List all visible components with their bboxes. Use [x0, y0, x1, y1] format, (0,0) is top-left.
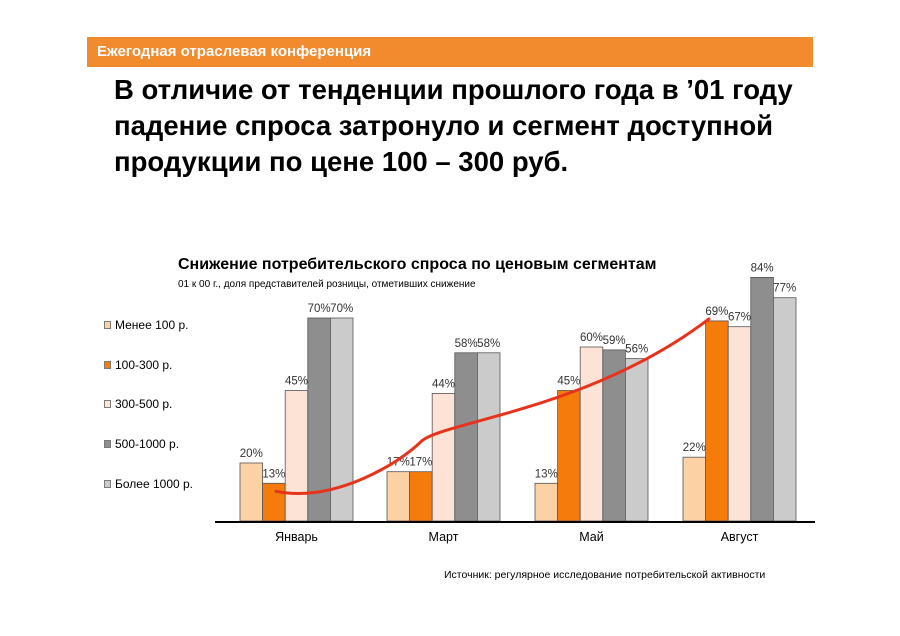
legend-label: 100-300 р. [115, 358, 173, 372]
bar [454, 352, 478, 522]
data-label: 13% [262, 468, 285, 480]
data-label: 77% [773, 283, 796, 295]
source-note: Источник: регулярное исследование потреб… [444, 569, 766, 581]
data-label: 58% [477, 338, 500, 350]
bar [773, 297, 797, 522]
bar [705, 320, 729, 522]
bar [727, 326, 752, 522]
data-label: 69% [705, 306, 728, 318]
legend-swatch [104, 440, 111, 448]
chart-subtitle: 01 к 00 г., доля представителей розницы,… [178, 279, 476, 290]
trend-line [274, 317, 711, 495]
bar [682, 456, 707, 522]
legend-swatch [104, 361, 111, 369]
conference-banner: Ежегодная отраслевая конференция [87, 37, 813, 67]
bar [284, 390, 309, 522]
bar [262, 482, 286, 522]
bar [431, 392, 456, 522]
legend-swatch [104, 400, 111, 408]
legend-label: Более 1000 р. [115, 477, 194, 491]
data-label: 44% [432, 378, 455, 390]
data-label: 13% [535, 468, 558, 480]
data-label: 17% [387, 457, 410, 469]
bar [750, 276, 774, 522]
data-label: 20% [240, 448, 263, 460]
x-tick-label: Январь [275, 530, 318, 544]
data-label: 70% [330, 303, 353, 315]
data-label: 60% [580, 332, 603, 344]
data-label: 70% [308, 303, 331, 315]
data-label: 58% [455, 338, 478, 350]
bar [534, 482, 559, 522]
bar [386, 471, 411, 522]
x-tick-label: Август [721, 530, 759, 544]
data-label: 67% [728, 312, 751, 324]
legend-label: Менее 100 р. [115, 318, 189, 332]
legend-swatch [104, 480, 111, 488]
bar [476, 352, 501, 522]
chart-title: Снижение потребительского спроса по цено… [178, 256, 657, 273]
bar [579, 346, 604, 522]
data-label: 59% [603, 335, 626, 347]
bar [625, 358, 649, 522]
data-label: 17% [409, 457, 432, 469]
legend-label: 300-500 р. [115, 397, 173, 411]
x-tick-label: Март [429, 530, 459, 544]
data-label: 45% [557, 376, 580, 388]
data-label: 84% [751, 262, 774, 274]
data-label: 56% [625, 344, 648, 356]
x-tick-label: Май [579, 530, 604, 544]
data-label: 45% [285, 376, 308, 388]
slide-headline: В отличие от тенденции прошлого года в ’… [114, 74, 793, 177]
legend-swatch [104, 321, 111, 329]
bar [239, 462, 264, 522]
bar [329, 317, 354, 522]
bar [557, 390, 581, 522]
legend-label: 500-1000 р. [115, 437, 180, 451]
bar [409, 471, 433, 522]
data-label: 22% [683, 442, 706, 454]
